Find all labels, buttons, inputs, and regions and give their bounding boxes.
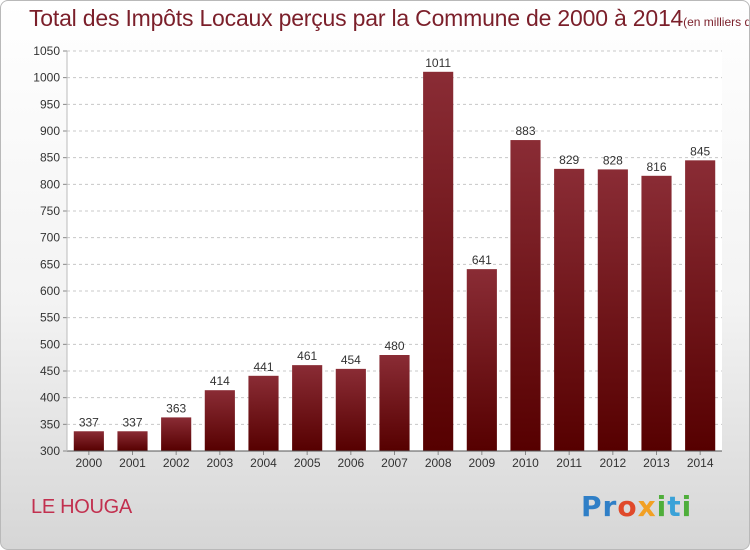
data-label-2007: 480 xyxy=(384,339,404,353)
y-tick-label: 400 xyxy=(40,391,60,405)
proxiti-logo[interactable]: Proxiti xyxy=(581,490,693,523)
bar-2004 xyxy=(248,375,279,451)
x-tick-label-2001: 2001 xyxy=(119,456,146,470)
bar-2003 xyxy=(204,390,235,451)
data-label-2005: 461 xyxy=(297,349,317,363)
data-label-2008: 1011 xyxy=(425,56,451,70)
bar-2006 xyxy=(335,368,366,451)
data-label-2011: 829 xyxy=(559,153,579,167)
data-label-2004: 441 xyxy=(253,360,273,374)
chart-title-text: Total des Impôts Locaux perçus par la Co… xyxy=(29,5,684,31)
y-tick-label: 550 xyxy=(40,311,60,325)
bar-2009 xyxy=(466,269,497,451)
y-tick-label: 1000 xyxy=(33,71,60,85)
x-tick-label-2014: 2014 xyxy=(687,456,714,470)
y-tick-label: 900 xyxy=(40,124,60,138)
y-tick-label: 350 xyxy=(40,417,60,431)
x-tick-label-2011: 2011 xyxy=(556,456,582,470)
x-tick-label-2012: 2012 xyxy=(599,456,626,470)
y-tick-label: 750 xyxy=(40,204,60,218)
x-tick-label-2009: 2009 xyxy=(468,456,495,470)
bar-2005 xyxy=(292,365,323,451)
chart-title: Total des Impôts Locaux perçus par la Co… xyxy=(29,5,749,32)
y-axis-ticks: 300 350 400 450 500 550 600 650 700 750 800 850 900 9… xyxy=(33,44,67,458)
y-tick-label: 850 xyxy=(40,151,60,165)
x-axis-ticks: 2000 2001 2002 2003 2004 2005 2006 2007 2008 2009… xyxy=(75,451,714,470)
x-tick-label-2005: 2005 xyxy=(294,456,321,470)
data-label-2003: 414 xyxy=(210,374,230,388)
y-tick-label: 650 xyxy=(40,257,60,271)
bar-2000 xyxy=(73,431,104,451)
y-tick-label: 500 xyxy=(40,337,60,351)
data-label-2012: 828 xyxy=(603,153,623,167)
bar-2007 xyxy=(379,355,410,451)
x-tick-label-2003: 2003 xyxy=(206,456,233,470)
chart-unit: (en milliers d'€) xyxy=(683,15,749,29)
bar-2008 xyxy=(423,71,454,452)
x-tick-label-2010: 2010 xyxy=(512,456,539,470)
x-tick-label-2013: 2013 xyxy=(643,456,670,470)
bar-2014 xyxy=(685,160,716,452)
y-tick-label: 1050 xyxy=(33,44,60,58)
data-label-2001: 337 xyxy=(122,415,142,429)
y-tick-label: 700 xyxy=(40,231,60,245)
x-tick-label-2000: 2000 xyxy=(75,456,102,470)
data-label-2006: 454 xyxy=(341,353,361,367)
y-tick-label: 300 xyxy=(40,444,60,458)
data-label-2009: 641 xyxy=(472,253,492,267)
bar-2001 xyxy=(117,431,148,451)
x-tick-label-2008: 2008 xyxy=(425,456,452,470)
data-label-2014: 845 xyxy=(690,144,710,158)
data-label-2013: 816 xyxy=(646,160,666,174)
bar-2011 xyxy=(554,168,585,451)
bar-2012 xyxy=(597,169,628,451)
commune-name: LE HOUGA xyxy=(31,496,132,518)
y-tick-label: 800 xyxy=(40,177,60,191)
data-label-2002: 363 xyxy=(166,401,186,415)
x-tick-label-2007: 2007 xyxy=(381,456,408,470)
bar-2010 xyxy=(510,140,541,452)
bar-2013 xyxy=(641,175,672,452)
data-label-2010: 883 xyxy=(515,124,535,138)
x-tick-label-2006: 2006 xyxy=(337,456,364,470)
bars xyxy=(73,71,716,452)
data-label-2000: 337 xyxy=(79,415,99,429)
data-labels: 337 337 363 414 441 461 454 480 1011 641 883 829 828… xyxy=(79,56,711,429)
bar-2002 xyxy=(161,417,192,451)
grid-lines xyxy=(67,50,722,425)
y-tick-label: 600 xyxy=(40,284,60,298)
y-tick-label: 450 xyxy=(40,364,60,378)
x-tick-label-2002: 2002 xyxy=(163,456,190,470)
x-tick-label-2004: 2004 xyxy=(250,456,277,470)
y-tick-label: 950 xyxy=(40,97,60,111)
